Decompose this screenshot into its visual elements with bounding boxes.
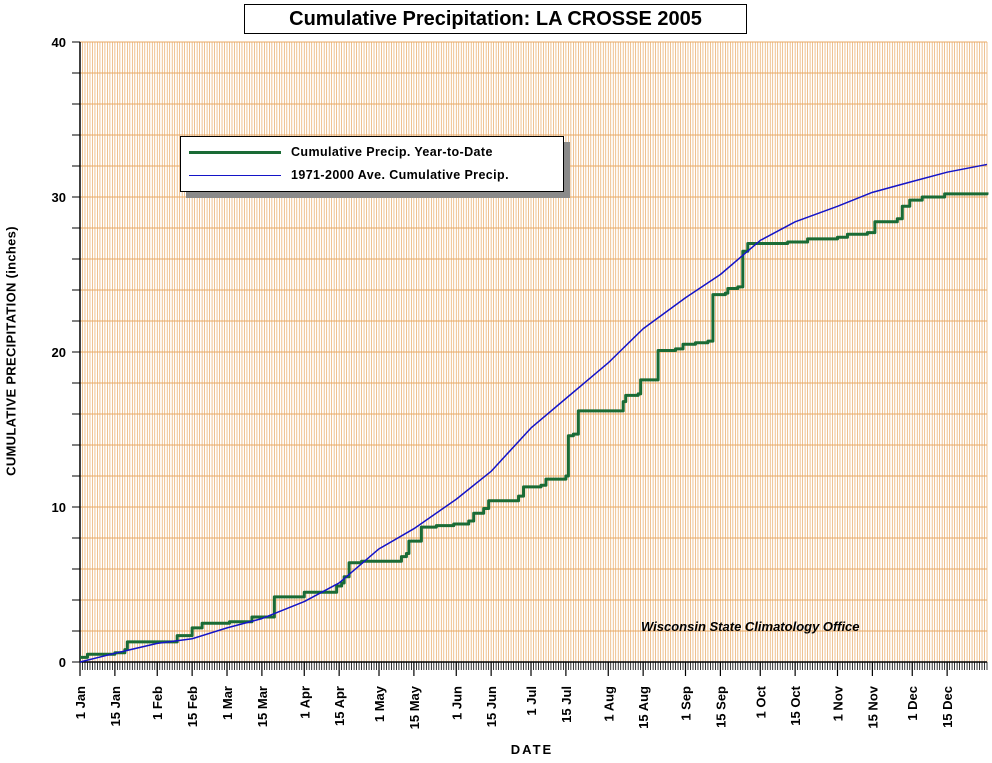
y-tick-label: 10 [52, 500, 66, 515]
source-credit: Wisconsin State Climatology Office [641, 619, 860, 634]
series-layer [79, 163, 989, 663]
x-tick-label: 1 Apr [297, 686, 312, 719]
x-tick-label: 15 Jul [559, 686, 574, 723]
y-tick-label: 30 [52, 190, 66, 205]
x-tick-label: 15 Aug [636, 686, 651, 729]
x-tick-label: 1 Oct [753, 685, 768, 718]
x-tick-label: 15 Feb [185, 686, 200, 727]
legend-label-ytd: Cumulative Precip. Year-to-Date [291, 145, 493, 159]
x-tick-label: 15 Jan [108, 686, 123, 727]
legend: Cumulative Precip. Year-to-Date 1971-200… [180, 136, 564, 192]
x-axis-label: DATE [510, 742, 554, 757]
x-tick-label: 15 Apr [332, 686, 347, 726]
y-tick-label: 40 [52, 35, 66, 50]
x-tick-label: 1 Mar [220, 686, 235, 720]
x-tick-label: 1 May [372, 685, 387, 722]
tick-label-layer: 0 10 20 30 40 1 Jan 15 Jan 1 Feb 15 Feb 1 Mar 15 M… [52, 35, 956, 729]
series-line-average [79, 163, 988, 663]
x-tick-label: 1 Jun [449, 686, 464, 720]
legend-swatch-ytd [189, 150, 281, 154]
y-tick-label: 0 [59, 655, 66, 670]
legend-item-average: 1971-2000 Ave. Cumulative Precip. [189, 165, 509, 185]
legend-item-ytd: Cumulative Precip. Year-to-Date [189, 142, 493, 162]
x-tick-label: 15 Jun [484, 686, 499, 727]
axis-layer [72, 41, 988, 676]
y-axis-label: CUMULATIVE PRECIPITATION (inches) [3, 226, 19, 476]
x-tick-label: 15 Mar [255, 686, 270, 727]
y-tick-label: 20 [52, 345, 66, 360]
x-tick-label: 1 Jan [73, 686, 88, 719]
x-tick-label: 1 Jul [524, 686, 539, 716]
x-tick-label: 15 Oct [788, 685, 803, 725]
legend-label-average: 1971-2000 Ave. Cumulative Precip. [291, 168, 509, 182]
grid-layer [79, 41, 988, 663]
x-tick-label: 1 Dec [905, 686, 920, 721]
x-tick-label: 1 Feb [150, 686, 165, 720]
x-tick-label: 15 Sep [713, 686, 728, 728]
x-tick-label: 15 Dec [940, 686, 955, 728]
legend-swatch-average [189, 174, 281, 176]
x-tick-label: 1 Sep [678, 686, 693, 721]
chart-title: Cumulative Precipitation: LA CROSSE 2005 [244, 4, 747, 34]
x-tick-label: 15 Nov [865, 685, 880, 728]
x-tick-label: 1 Aug [601, 686, 616, 722]
x-tick-label: 1 Nov [830, 685, 845, 721]
x-tick-label: 15 May [407, 685, 422, 729]
